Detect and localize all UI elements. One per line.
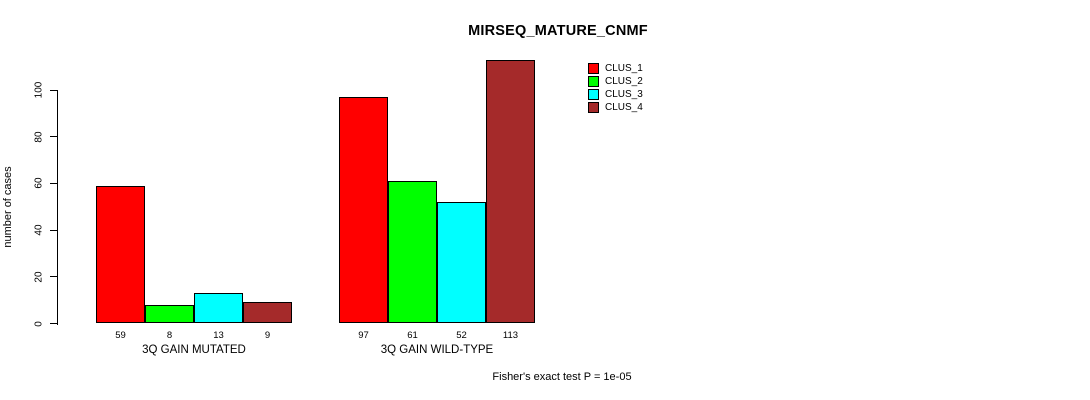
- bar-value-label: 113: [502, 330, 519, 341]
- legend-swatch-clus_1: [588, 63, 599, 74]
- y-tick-mark: [50, 276, 57, 278]
- legend-swatch-clus_3: [588, 89, 599, 100]
- y-tick-label: 0: [33, 320, 45, 327]
- y-axis-line: [57, 90, 58, 325]
- bar-value-label: 59: [115, 330, 126, 341]
- bar-clus_4-1: [486, 59, 535, 324]
- legend-label: CLUS_1: [605, 63, 643, 74]
- bar-value-label: 9: [264, 330, 271, 341]
- bar-clus_1-0: [96, 185, 145, 324]
- bar-clus_2-1: [388, 181, 437, 324]
- legend-row: CLUS_1: [588, 62, 708, 75]
- bar-value-label: 13: [213, 330, 224, 341]
- y-tick-mark: [50, 182, 57, 184]
- y-tick-label: 20: [33, 271, 45, 283]
- y-tick-mark: [50, 136, 57, 138]
- group-label-1: 3Q GAIN WILD-TYPE: [380, 344, 494, 356]
- bar-clus_4-0: [243, 302, 292, 324]
- bar-clus_1-1: [339, 97, 388, 324]
- legend-row: CLUS_4: [588, 101, 708, 114]
- bar-value-label: 97: [358, 330, 369, 341]
- legend-label: CLUS_3: [605, 89, 643, 100]
- y-tick-label: 80: [33, 131, 45, 143]
- y-tick-mark: [50, 229, 57, 231]
- chart-title: MIRSEQ_MATURE_CNMF: [468, 23, 648, 39]
- legend-label: CLUS_4: [605, 102, 643, 113]
- caption-text: Fisher's exact test P = 1e-05: [492, 371, 632, 383]
- legend-label: CLUS_2: [605, 76, 643, 87]
- legend-swatch-clus_4: [588, 102, 599, 113]
- bar-value-label: 61: [407, 330, 418, 341]
- y-tick-mark: [50, 323, 57, 324]
- bar-clus_3-1: [437, 202, 486, 324]
- legend-swatch-clus_2: [588, 76, 599, 87]
- y-tick-label: 40: [33, 224, 45, 236]
- bar-clus_2-0: [145, 304, 194, 324]
- bar-value-label: 52: [456, 330, 467, 341]
- bar-clus_3-0: [194, 293, 243, 324]
- bar-value-label: 8: [166, 330, 173, 341]
- y-axis-label: number of cases: [2, 166, 14, 248]
- group-label-0: 3Q GAIN MUTATED: [142, 344, 246, 356]
- legend-row: CLUS_3: [588, 88, 708, 101]
- y-tick-mark: [50, 89, 57, 91]
- legend-row: CLUS_2: [588, 75, 708, 88]
- y-tick-label: 100: [33, 81, 45, 99]
- y-tick-label: 60: [33, 177, 45, 189]
